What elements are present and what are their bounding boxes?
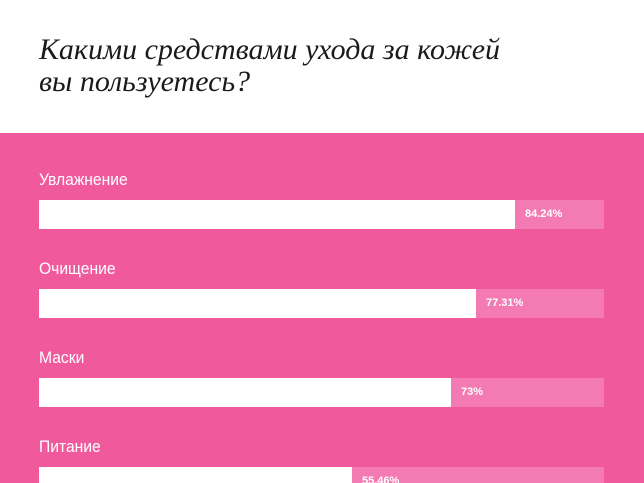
bar-value-label: 55.46% — [362, 475, 400, 483]
bar — [39, 467, 352, 483]
bar — [39, 289, 476, 318]
bar — [39, 378, 451, 407]
bar-category-label: Питание — [39, 437, 101, 456]
bar-track: 55.46% — [39, 467, 604, 483]
bar-category-label: Увлажнение — [39, 170, 128, 189]
bar-value-label: 84.24% — [525, 208, 563, 220]
bar-value-label: 73% — [461, 386, 484, 398]
bar — [39, 200, 515, 229]
bar-track: 84.24% — [39, 200, 604, 229]
bar-value-label: 77.31% — [486, 297, 524, 309]
chart-panel: Увлажнение 84.24% Очищение 77.31% Маски 73% Пи… — [0, 133, 644, 483]
bar-category-label: Очищение — [39, 259, 116, 278]
bar-track: 77.31% — [39, 289, 604, 318]
bar-category-label: Маски — [39, 348, 85, 367]
chart-title: Какими средствами ухода за кожей вы поль… — [39, 33, 501, 98]
bar-track: 73% — [39, 378, 604, 407]
